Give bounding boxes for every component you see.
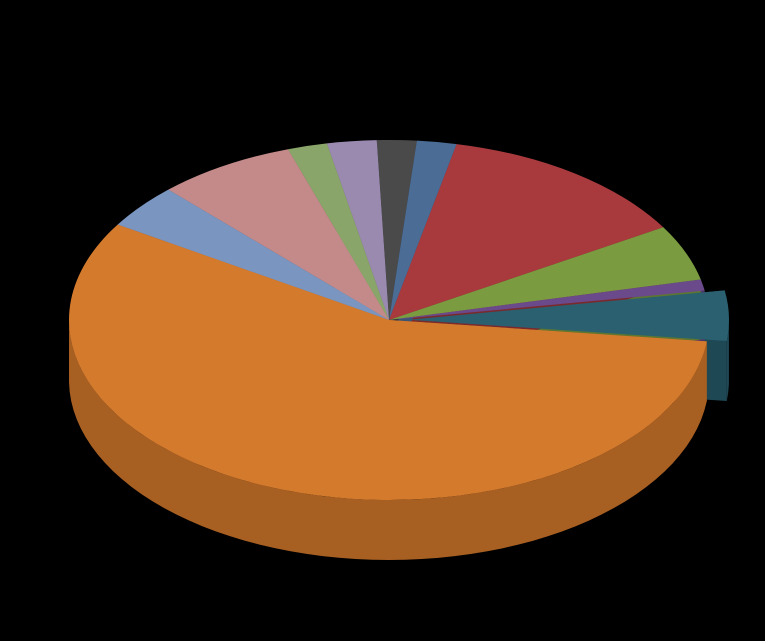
pie-chart-3d (0, 0, 765, 641)
